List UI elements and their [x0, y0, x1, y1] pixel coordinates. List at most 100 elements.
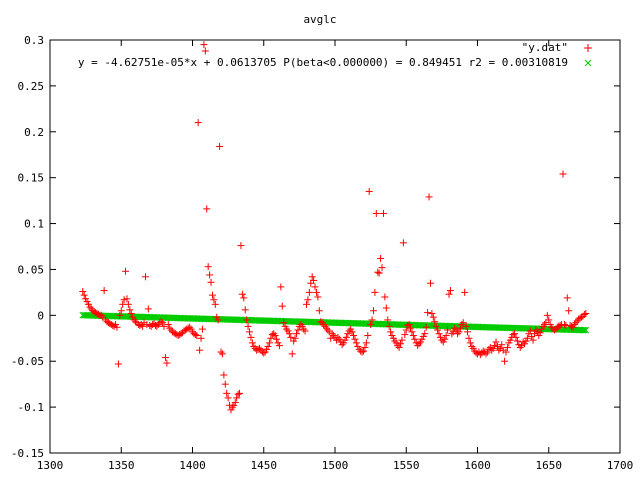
data-point	[395, 343, 403, 351]
data-point	[305, 288, 313, 296]
data-point	[231, 399, 239, 407]
x-tick-label: 1700	[607, 459, 634, 472]
data-point	[126, 306, 134, 314]
data-point	[408, 328, 416, 336]
data-point	[303, 300, 310, 308]
data-point	[314, 293, 322, 301]
data-point	[364, 332, 372, 340]
data-point	[446, 287, 454, 295]
data-point	[248, 339, 256, 347]
x-tick-label: 1550	[393, 459, 420, 472]
data-point	[367, 321, 375, 329]
data-point	[94, 310, 102, 318]
data-point	[79, 287, 87, 295]
data-point	[461, 288, 469, 296]
fit-point	[579, 326, 587, 334]
data-point	[136, 321, 144, 329]
data-point	[526, 327, 534, 335]
data-point	[372, 209, 380, 217]
data-point	[80, 291, 88, 299]
data-point	[273, 335, 281, 343]
data-point	[543, 311, 551, 319]
data-point	[560, 321, 568, 329]
data-point	[197, 334, 205, 342]
legend-marker-ydat	[584, 44, 592, 52]
data-point	[161, 354, 169, 362]
data-point	[348, 328, 356, 336]
data-point	[422, 323, 430, 331]
data-point	[243, 316, 251, 324]
y-tick-label: -0.1	[18, 401, 45, 414]
x-tick-label: 1450	[251, 459, 278, 472]
data-point	[441, 335, 449, 343]
data-point	[426, 279, 434, 287]
data-point	[204, 263, 212, 271]
data-point	[565, 307, 573, 315]
data-point	[428, 309, 436, 317]
data-point	[405, 321, 413, 329]
data-point	[431, 318, 439, 326]
data-point	[100, 287, 108, 295]
data-point	[563, 294, 571, 302]
data-point	[214, 316, 222, 324]
data-point	[220, 371, 228, 379]
data-point	[238, 290, 246, 298]
data-point	[127, 309, 135, 317]
data-point	[315, 307, 323, 315]
data-point	[435, 330, 443, 338]
x-tick-label: 1600	[464, 459, 491, 472]
data-point	[210, 296, 218, 304]
data-point	[211, 300, 219, 308]
data-point	[260, 349, 268, 357]
data-point	[160, 322, 168, 330]
data-point	[207, 278, 215, 286]
data-point	[545, 316, 553, 324]
data-point	[375, 269, 383, 277]
fit-point	[581, 326, 588, 334]
data-point	[462, 322, 470, 330]
data-point	[285, 330, 293, 338]
y-tick-label: 0.05	[18, 263, 45, 276]
data-point	[491, 342, 499, 350]
data-point	[352, 339, 360, 347]
data-point	[397, 340, 405, 348]
data-point	[278, 302, 286, 310]
data-point	[513, 337, 521, 345]
y-tick-label: 0	[37, 309, 44, 322]
data-point	[141, 273, 149, 281]
data-point	[203, 205, 211, 213]
y-tick-label: -0.05	[11, 355, 44, 368]
data-point	[464, 328, 472, 336]
data-point	[368, 316, 376, 324]
data-point	[288, 350, 296, 358]
data-point	[385, 322, 393, 330]
data-point	[384, 316, 392, 324]
data-point	[371, 288, 379, 296]
data-point	[421, 330, 429, 338]
data-point	[109, 321, 117, 329]
y-tick-label: 0.1	[24, 218, 44, 231]
data-point	[498, 341, 506, 349]
data-point	[304, 296, 312, 304]
legend-label-ydat: "y.dat"	[522, 41, 568, 54]
data-point	[123, 295, 131, 303]
data-point	[159, 319, 167, 327]
data-point	[234, 390, 242, 398]
data-point	[236, 389, 244, 397]
data-point	[308, 273, 316, 281]
data-point	[511, 330, 519, 338]
data-point	[424, 309, 432, 317]
data-point	[311, 283, 319, 291]
data-point	[241, 306, 249, 314]
data-point	[407, 324, 415, 332]
data-point	[268, 331, 276, 339]
data-point	[113, 323, 121, 331]
data-point	[455, 328, 463, 336]
data-point	[310, 276, 318, 284]
y-tick-label: 0.2	[24, 126, 44, 139]
data-point	[277, 283, 285, 291]
legend-label-fit: y = -4.62751e-05*x + 0.0613705 P(beta<0.…	[78, 56, 568, 69]
data-point	[193, 332, 201, 340]
data-point	[360, 347, 367, 355]
data-point	[164, 321, 172, 329]
